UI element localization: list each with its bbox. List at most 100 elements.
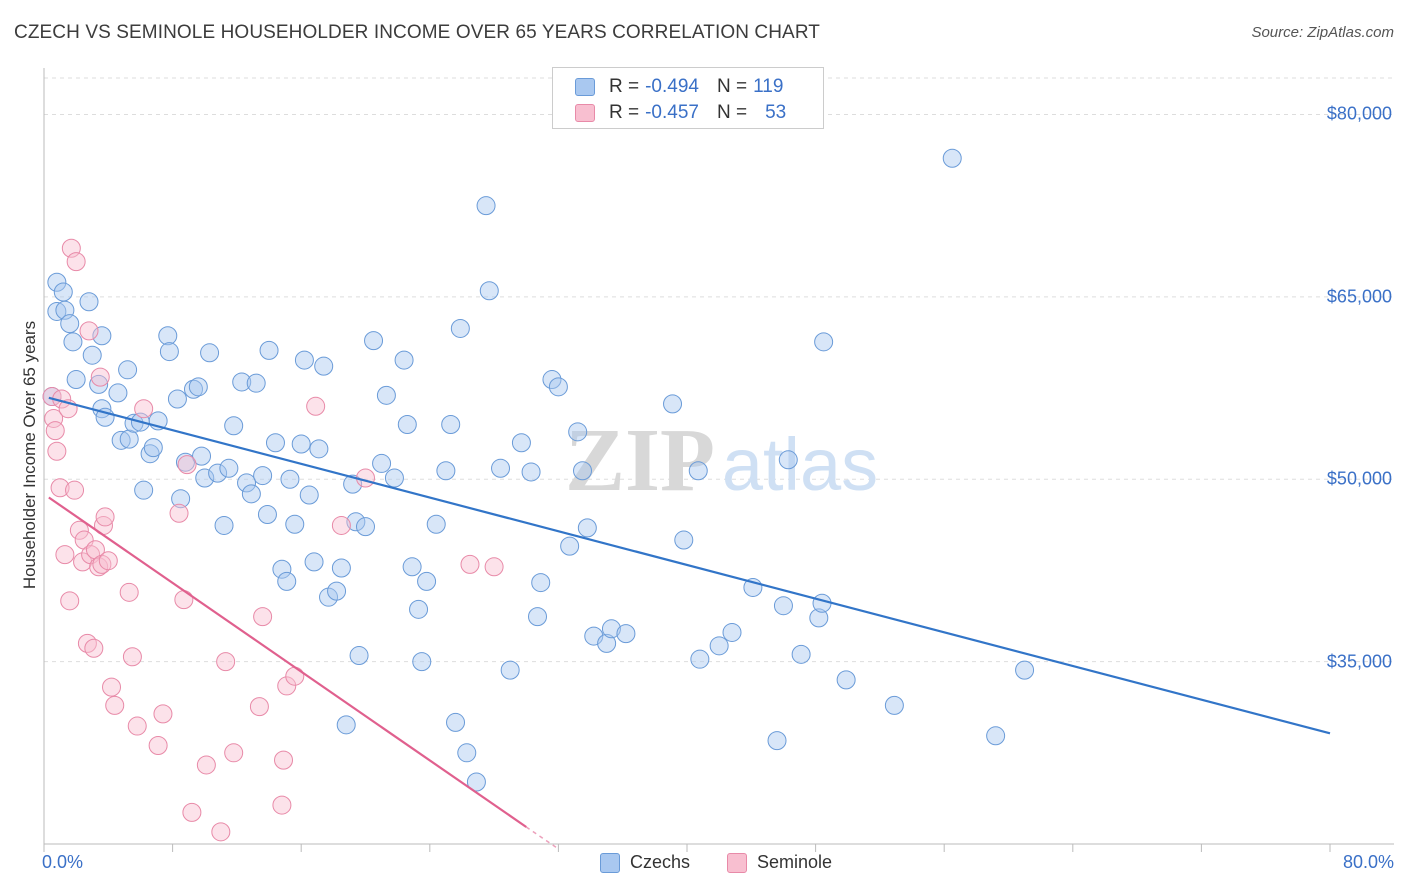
czechs-point (224, 416, 244, 436)
czechs-point (577, 518, 597, 538)
seminole-trend-line-extension (525, 826, 559, 850)
seminole-point (174, 590, 194, 610)
czechs-point (356, 517, 375, 537)
czechs-point (384, 468, 404, 488)
czechs-point (426, 514, 446, 534)
seminole-point (274, 750, 294, 770)
czechs-point (111, 430, 131, 450)
watermark-atlas: atlas (722, 423, 878, 506)
czechs-point (450, 318, 470, 338)
czechs-point (79, 292, 99, 312)
seminole-point (153, 704, 173, 724)
czechs-point (346, 512, 366, 532)
seminole-point (77, 633, 97, 653)
czechs-point (92, 326, 112, 346)
czechs-point (446, 712, 466, 732)
czechs-point (568, 422, 588, 442)
legend-label-czechs: Czechs (630, 852, 691, 872)
czechs-point (214, 515, 234, 535)
chart-title: CZECH VS SEMINOLE HOUSEHOLDER INCOME OVE… (14, 22, 821, 43)
czechs-point (291, 434, 311, 454)
czechs-point (327, 581, 347, 601)
czechs-point (280, 469, 300, 489)
seminole-point (306, 396, 326, 416)
legend-row-czechs: R = -0.494 N = 119 (575, 75, 783, 99)
trend-lines (48, 396, 1331, 850)
seminole-point (119, 582, 139, 602)
czechs-point (89, 374, 109, 394)
seminole-point (127, 716, 147, 736)
legend-label-seminole: Seminole (757, 852, 833, 872)
legend-item-czechs[interactable]: Czechs (600, 852, 690, 873)
czechs-point (82, 345, 102, 365)
seminole-point (277, 676, 297, 696)
seminole-point (69, 520, 89, 540)
legend-swatch-czechs (575, 78, 595, 96)
y-tick-label: $35,000 (1326, 651, 1392, 672)
czechs-point (265, 433, 285, 453)
czechs-point (709, 636, 729, 656)
czechs-point (412, 652, 432, 672)
czechs-point (476, 196, 496, 216)
czechs-point (134, 480, 154, 500)
czechs-point (349, 646, 369, 666)
czechs-point (402, 557, 422, 577)
czechs-point (812, 593, 832, 613)
czechs-point (158, 326, 178, 346)
czechs-point (884, 695, 904, 715)
legend-swatch-czechs (600, 852, 620, 873)
stats-legend: R = -0.494 N = 119 R = -0.457 N = 53 (552, 67, 824, 129)
legend-n-value: 119 (753, 76, 784, 97)
series-legend: Czechs Seminole (0, 852, 1406, 876)
czechs-point (143, 438, 163, 458)
czechs-point (542, 370, 562, 390)
czechs-point (814, 332, 834, 352)
seminole-point (484, 557, 504, 577)
seminole-point (272, 795, 292, 815)
czechs-point (237, 473, 257, 493)
czechs-point (159, 342, 179, 362)
seminole-point (285, 666, 305, 686)
czechs-point (531, 573, 551, 593)
czechs-point (436, 461, 456, 481)
seminole-point (98, 551, 118, 571)
czechs-point (491, 458, 511, 478)
seminole-point (66, 252, 86, 272)
czechs-point (722, 622, 742, 642)
seminole-point (65, 480, 85, 500)
czechs-point (560, 536, 580, 556)
seminole-point (249, 697, 269, 717)
seminole-point (55, 545, 75, 565)
czechs-point (119, 429, 139, 449)
czechs-point (108, 383, 128, 403)
seminole-point (216, 652, 236, 672)
czechs-point (195, 468, 215, 488)
seminole-point (211, 822, 231, 842)
seminole-point (45, 421, 65, 441)
seminole-point (224, 743, 244, 763)
czechs-point (118, 360, 138, 380)
x-tick-label: 80.0% (1342, 852, 1394, 872)
axes (43, 68, 1394, 852)
seminole-point (122, 647, 142, 667)
seminole-point (89, 557, 109, 577)
legend-item-seminole[interactable]: Seminole (727, 852, 832, 873)
watermark-zip: ZIP (565, 411, 715, 510)
seminole-point (177, 455, 197, 475)
czechs-point (511, 433, 531, 453)
legend-n-label: N = (716, 76, 748, 97)
czechs-point (253, 466, 273, 486)
czechs-point (66, 370, 86, 390)
legend-r-value: -0.494 (645, 76, 699, 97)
seminole-point (95, 507, 115, 527)
czechs-trend-line (48, 396, 1331, 735)
czechs-point (208, 463, 228, 483)
czechs-point (183, 379, 203, 399)
czechs-point (986, 726, 1006, 746)
czechs-point (394, 350, 414, 370)
seminole-trend-line (48, 496, 527, 828)
czechs-point (63, 332, 83, 352)
czechs-point (466, 772, 486, 792)
legend-n-label: N = (716, 102, 748, 123)
